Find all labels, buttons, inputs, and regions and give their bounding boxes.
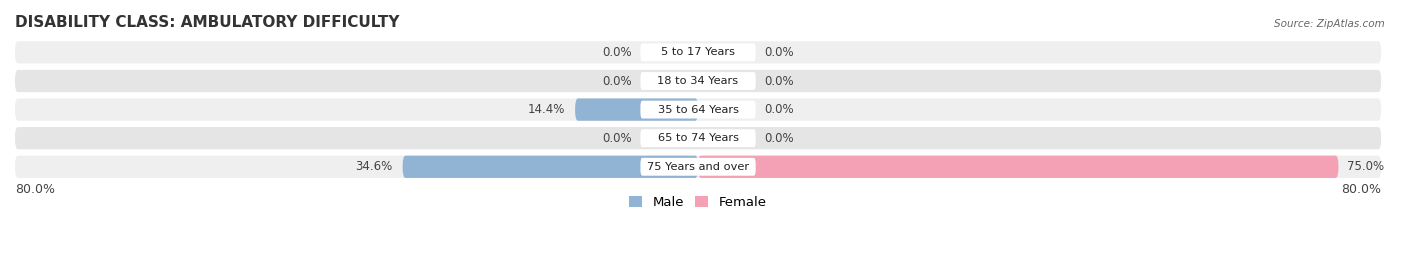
FancyBboxPatch shape xyxy=(15,41,1381,63)
Text: 75.0%: 75.0% xyxy=(1347,160,1384,173)
FancyBboxPatch shape xyxy=(640,101,755,119)
Text: 0.0%: 0.0% xyxy=(765,103,794,116)
FancyBboxPatch shape xyxy=(575,98,697,121)
Text: 0.0%: 0.0% xyxy=(765,75,794,87)
FancyBboxPatch shape xyxy=(15,98,1381,121)
FancyBboxPatch shape xyxy=(15,70,1381,92)
FancyBboxPatch shape xyxy=(697,156,1339,178)
Text: 75 Years and over: 75 Years and over xyxy=(647,162,749,172)
Text: Source: ZipAtlas.com: Source: ZipAtlas.com xyxy=(1274,19,1385,29)
Text: 65 to 74 Years: 65 to 74 Years xyxy=(658,133,738,143)
FancyBboxPatch shape xyxy=(640,129,755,147)
FancyBboxPatch shape xyxy=(640,72,755,90)
FancyBboxPatch shape xyxy=(15,127,1381,149)
Text: 35 to 64 Years: 35 to 64 Years xyxy=(658,105,738,115)
Text: 0.0%: 0.0% xyxy=(765,132,794,145)
Text: 18 to 34 Years: 18 to 34 Years xyxy=(658,76,738,86)
Text: 80.0%: 80.0% xyxy=(1341,182,1381,196)
Text: 0.0%: 0.0% xyxy=(602,46,631,59)
Text: DISABILITY CLASS: AMBULATORY DIFFICULTY: DISABILITY CLASS: AMBULATORY DIFFICULTY xyxy=(15,15,399,30)
Legend: Male, Female: Male, Female xyxy=(624,191,772,214)
FancyBboxPatch shape xyxy=(402,156,697,178)
Text: 80.0%: 80.0% xyxy=(15,182,55,196)
Text: 34.6%: 34.6% xyxy=(356,160,392,173)
Text: 0.0%: 0.0% xyxy=(602,75,631,87)
Text: 14.4%: 14.4% xyxy=(527,103,565,116)
Text: 0.0%: 0.0% xyxy=(602,132,631,145)
FancyBboxPatch shape xyxy=(640,158,755,176)
Text: 5 to 17 Years: 5 to 17 Years xyxy=(661,47,735,57)
Text: 0.0%: 0.0% xyxy=(765,46,794,59)
FancyBboxPatch shape xyxy=(640,44,755,61)
FancyBboxPatch shape xyxy=(15,156,1381,178)
